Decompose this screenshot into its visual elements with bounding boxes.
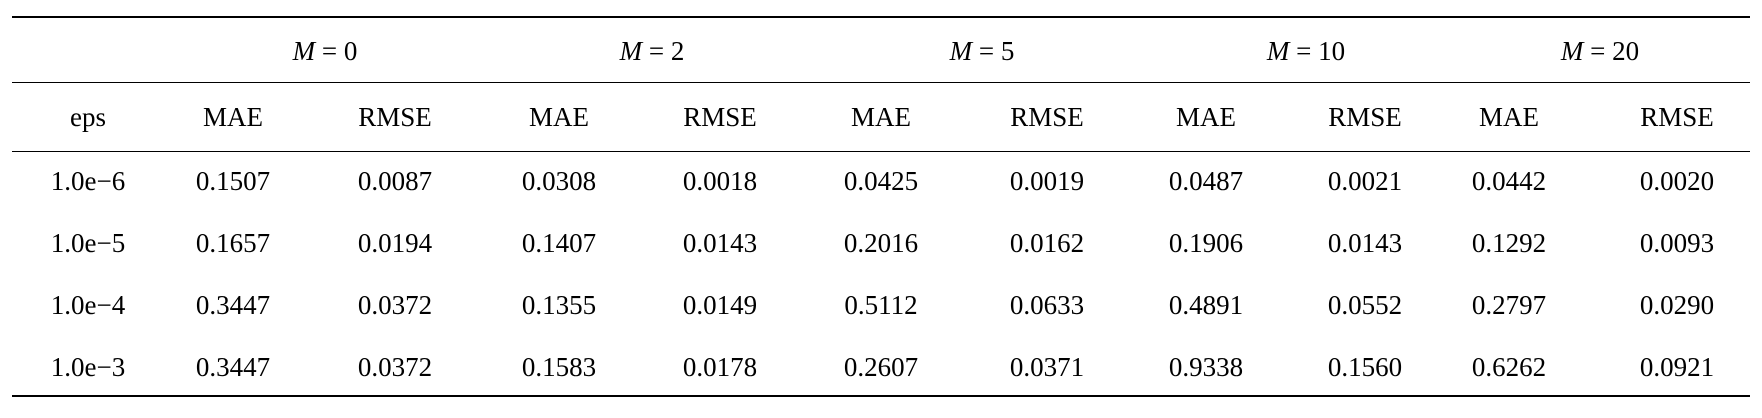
table-cell: 0.2607	[843, 352, 919, 382]
table-bottom-rule	[12, 395, 1750, 397]
group-header-m10: M = 10	[1266, 36, 1346, 66]
table-cell: 0.0442	[1471, 166, 1547, 196]
table-cell: 0.0372	[357, 352, 433, 382]
table-cell: 0.5112	[844, 290, 918, 320]
table-cell: 0.0372	[357, 290, 433, 320]
column-header-rule	[12, 151, 1750, 152]
table-cell: 0.9338	[1168, 352, 1244, 382]
column-header-rmse: RMSE	[1328, 102, 1402, 132]
table-cell: 0.1407	[521, 228, 597, 258]
table-cell: 0.0194	[357, 228, 433, 258]
column-header-rmse: RMSE	[1010, 102, 1084, 132]
group-header-m2: M = 2	[619, 36, 685, 66]
table-cell-eps: 1.0e−6	[50, 166, 126, 196]
table-cell: 0.0425	[843, 166, 919, 196]
table-cell: 0.2797	[1471, 290, 1547, 320]
column-header-mae: MAE	[1479, 102, 1539, 132]
table-cell: 0.0143	[1327, 228, 1403, 258]
table-cell: 0.0178	[682, 352, 758, 382]
table-cell: 0.0552	[1327, 290, 1403, 320]
table-cell: 0.1906	[1168, 228, 1244, 258]
table-cell: 0.0290	[1639, 290, 1715, 320]
table-cell: 0.0162	[1009, 228, 1085, 258]
table-cell: 0.0143	[682, 228, 758, 258]
table-cell-eps: 1.0e−3	[50, 352, 126, 382]
table-cell: 0.6262	[1471, 352, 1547, 382]
table-cell: 0.0308	[521, 166, 597, 196]
group-header-rule	[12, 82, 1750, 83]
table-cell: 0.0633	[1009, 290, 1085, 320]
column-header-rmse: RMSE	[358, 102, 432, 132]
table-cell: 0.0019	[1009, 166, 1085, 196]
column-header-mae: MAE	[203, 102, 263, 132]
table-top-rule	[12, 16, 1750, 18]
table-cell: 0.3447	[195, 352, 271, 382]
table-cell: 0.0087	[357, 166, 433, 196]
group-header-m0: M = 0	[292, 36, 358, 66]
table-cell: 0.0093	[1639, 228, 1715, 258]
table-cell: 0.0149	[682, 290, 758, 320]
column-header-mae: MAE	[1176, 102, 1236, 132]
column-header-rmse: RMSE	[1640, 102, 1714, 132]
group-header-m20: M = 20	[1560, 36, 1640, 66]
table-cell: 0.0371	[1009, 352, 1085, 382]
table-cell: 0.0921	[1639, 352, 1715, 382]
table-cell: 0.1355	[521, 290, 597, 320]
column-header-mae: MAE	[851, 102, 911, 132]
group-header-m5: M = 5	[949, 36, 1015, 66]
table-cell: 0.1507	[195, 166, 271, 196]
column-header-eps: eps	[70, 102, 106, 132]
table-cell: 0.1292	[1471, 228, 1547, 258]
table-cell: 0.0020	[1639, 166, 1715, 196]
table-cell: 0.0018	[682, 166, 758, 196]
table-cell: 0.0487	[1168, 166, 1244, 196]
column-header-rmse: RMSE	[683, 102, 757, 132]
table-cell: 0.0021	[1327, 166, 1403, 196]
table-cell: 0.3447	[195, 290, 271, 320]
table-cell-eps: 1.0e−4	[50, 290, 126, 320]
table-cell: 0.1560	[1327, 352, 1403, 382]
table-cell: 0.2016	[843, 228, 919, 258]
table-cell: 0.1657	[195, 228, 271, 258]
table-cell-eps: 1.0e−5	[50, 228, 126, 258]
column-header-mae: MAE	[529, 102, 589, 132]
table-cell: 0.4891	[1168, 290, 1244, 320]
table-cell: 0.1583	[521, 352, 597, 382]
